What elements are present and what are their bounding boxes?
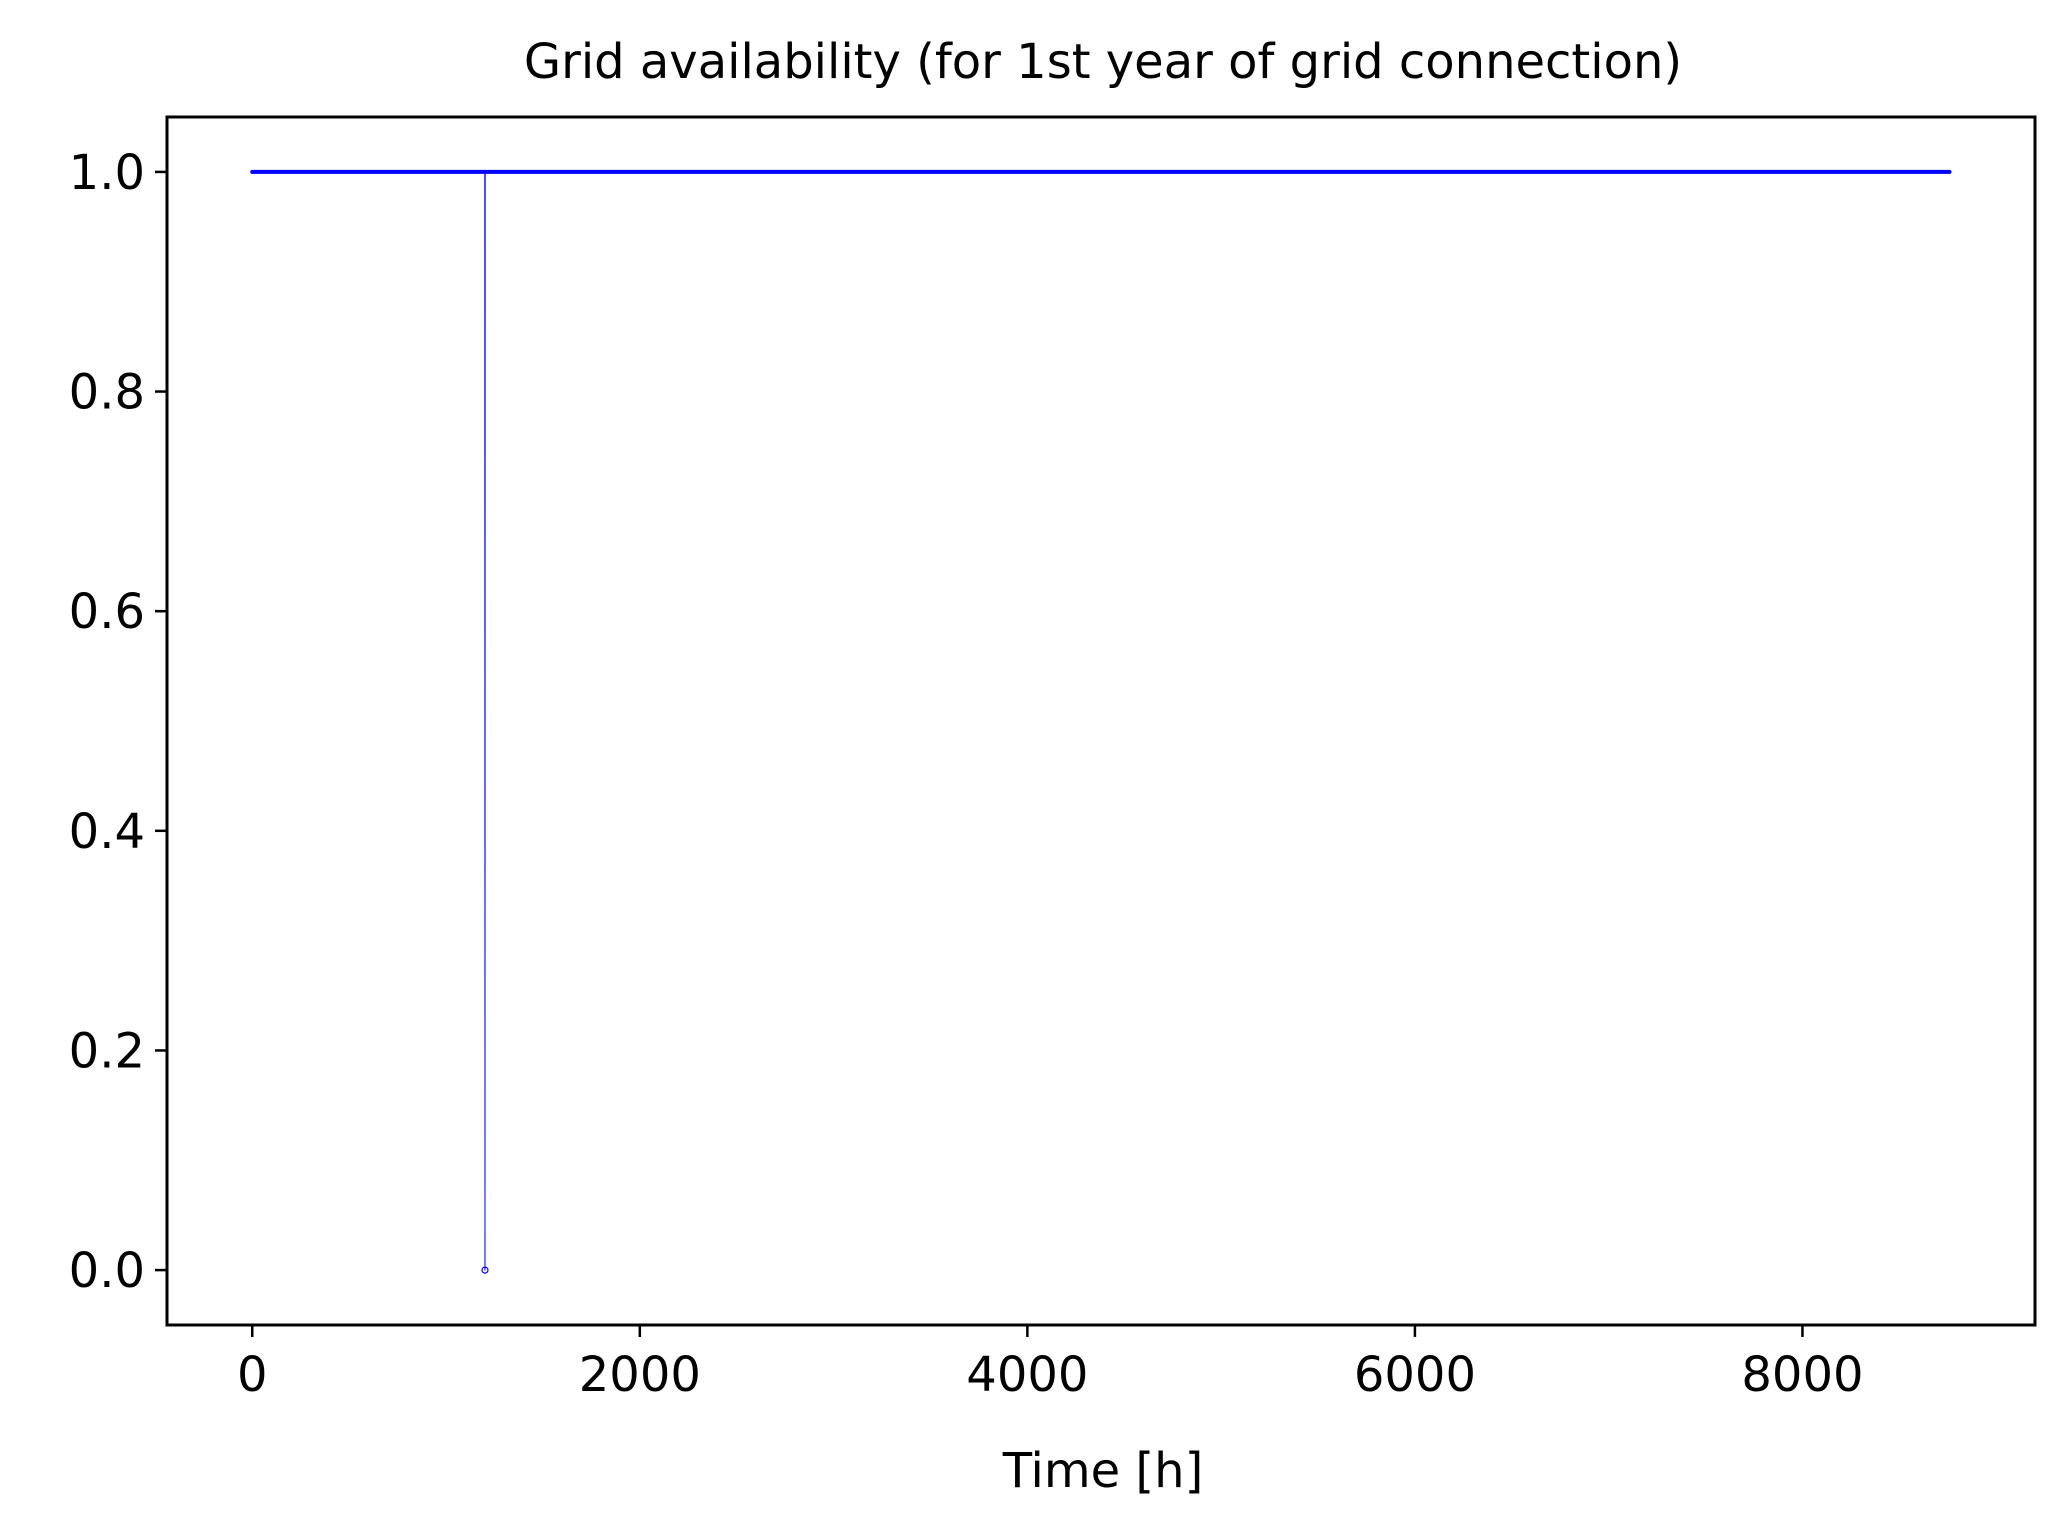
plot-area: [250, 169, 1952, 1274]
x-tick-label: 2000: [579, 1347, 701, 1403]
y-tick-label: 0.0: [69, 1243, 145, 1299]
y-tick-label: 0.2: [69, 1023, 145, 1079]
plot-frame: [165, 115, 2037, 1327]
y-tick-label: 0.6: [69, 584, 145, 640]
x-tick-label: 4000: [966, 1347, 1088, 1403]
y-tick-label: 0.8: [69, 365, 145, 421]
x-tick-label: 8000: [1741, 1347, 1863, 1403]
series-point: [481, 1266, 489, 1274]
y-tick-label: 0.4: [69, 804, 145, 860]
x-axis-label: Time [h]: [1002, 1443, 1204, 1499]
x-tick-label: 0: [237, 1347, 268, 1403]
y-axis-ticks: 0.0 0.2 0.4 0.6 0.8 1.0: [69, 145, 167, 1299]
y-tick-label: 1.0: [69, 145, 145, 201]
x-tick-label: 6000: [1354, 1347, 1476, 1403]
chart-title: Grid availability (for 1st year of grid …: [524, 34, 1682, 90]
x-axis-ticks: 0 2000 4000 6000 8000: [237, 1325, 1864, 1403]
